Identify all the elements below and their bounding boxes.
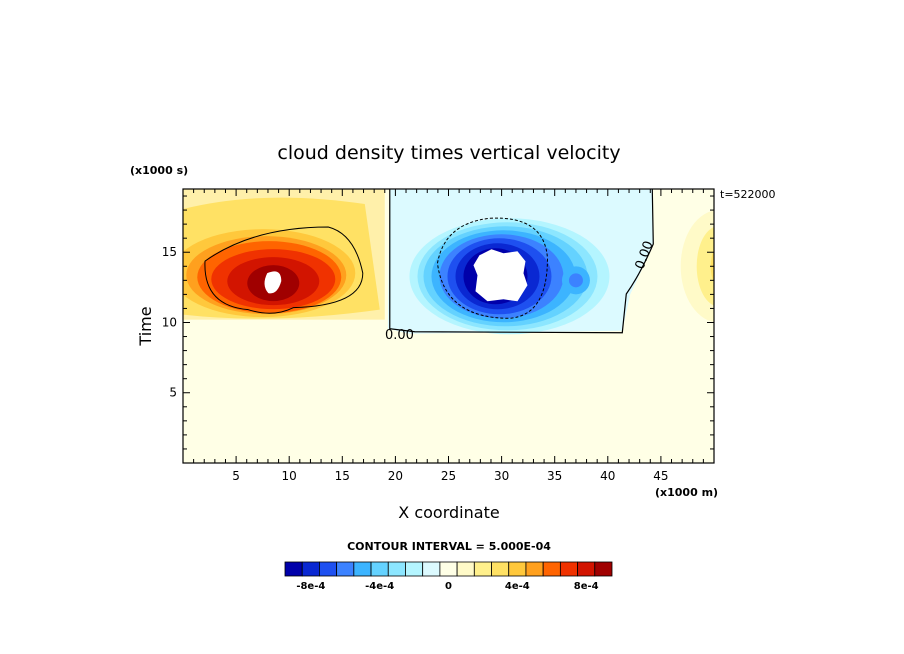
negative-secondary-core [568, 273, 583, 288]
colorbar-swatch [319, 561, 338, 577]
plot-area [183, 189, 714, 463]
y-tick-label: 15 [162, 245, 177, 259]
colorbar-swatch [387, 561, 406, 577]
negative-peak-hole [473, 249, 528, 302]
colorbar-label: 0 [445, 581, 452, 592]
x-tick-label: 5 [232, 469, 240, 483]
x-tick-label: 30 [494, 469, 509, 483]
x-tick-label: 20 [388, 469, 403, 483]
y-scale-note: (x1000 s) [130, 164, 188, 177]
colorbar-swatch [491, 561, 510, 577]
axis-ticks [183, 189, 714, 463]
contour-label-zero-left: 0.00 [385, 328, 414, 343]
colorbar-swatch [439, 561, 458, 577]
timestamp-label: t=522000 [720, 188, 776, 201]
contour-lines [204, 189, 654, 334]
x-axis-label: X coordinate [398, 503, 499, 522]
y-tick-label: 10 [162, 315, 177, 329]
filled-contours [183, 189, 714, 335]
x-tick-label: 35 [547, 469, 562, 483]
chart-title: cloud density times vertical velocity [277, 142, 620, 164]
colorbar-swatch [301, 561, 320, 577]
contour-interval-text: CONTOUR INTERVAL = 5.000E-04 [347, 540, 551, 553]
y-axis-label: Time [136, 306, 155, 346]
colorbar-swatch [456, 561, 475, 577]
x-tick-label: 45 [653, 469, 668, 483]
colorbar-label: 8e-4 [574, 581, 599, 592]
x-scale-note: (x1000 m) [655, 486, 718, 499]
negative-contour-line [436, 217, 548, 319]
y-tick-labels: 5 10 15 [162, 245, 177, 400]
colorbar-swatch [336, 561, 355, 577]
colorbar-label: 4e-4 [505, 581, 530, 592]
positive-peak-hole [264, 271, 282, 294]
right-positive-core [696, 227, 714, 306]
colorbar-label: -4e-4 [365, 581, 394, 592]
colorbar-swatch [473, 561, 492, 577]
colorbar-label: -8e-4 [296, 581, 325, 592]
y-tick-label: 5 [169, 386, 177, 400]
x-tick-label: 10 [282, 469, 297, 483]
colorbar-swatch [577, 561, 596, 577]
colorbar-swatch [525, 561, 544, 577]
colorbar-labels: -8e-4 -4e-4 0 4e-4 8e-4 [296, 581, 598, 592]
colorbar-swatch [559, 561, 578, 577]
colorbar-swatch [594, 561, 613, 577]
x-tick-label: 40 [600, 469, 615, 483]
colorbar-swatch [542, 561, 561, 577]
positive-contour-line [204, 226, 364, 314]
x-tick-labels: 5 10 15 20 25 30 35 40 45 [232, 469, 668, 483]
colorbar [284, 561, 613, 577]
x-tick-label: 25 [441, 469, 456, 483]
colorbar-swatch [370, 561, 389, 577]
x-tick-label: 15 [335, 469, 350, 483]
colorbar-swatch [353, 561, 372, 577]
colorbar-swatch [508, 561, 527, 577]
colorbar-swatch [284, 561, 303, 577]
colorbar-swatch [405, 561, 424, 577]
zero-contour-line [389, 189, 654, 334]
right-positive-band [680, 210, 714, 323]
colorbar-swatch [422, 561, 441, 577]
